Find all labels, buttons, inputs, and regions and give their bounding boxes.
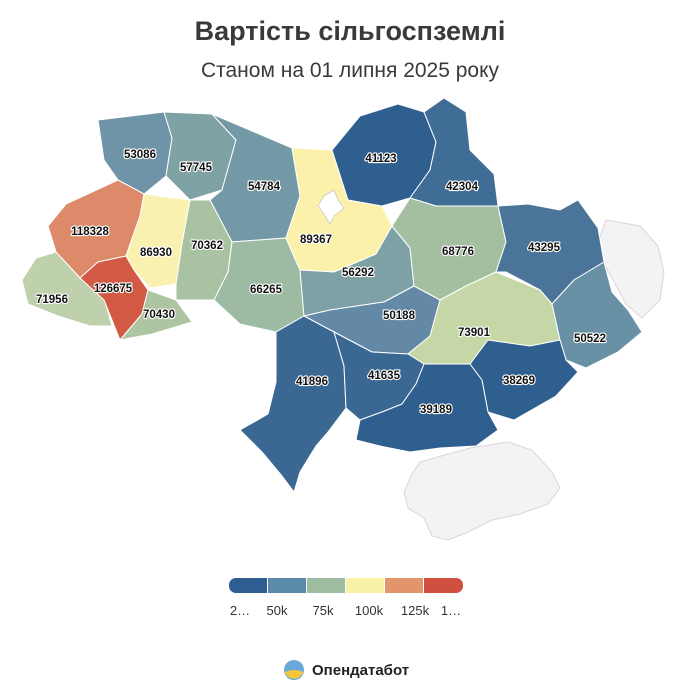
legend-segment [307,578,345,593]
legend-tick: 100k [354,603,384,618]
region-no-data-south [403,441,561,541]
region-kherson[interactable] [355,363,499,453]
brand: Опендатабот [283,659,409,681]
value-label: 41123 [365,153,396,165]
value-label: 41635 [368,370,401,382]
map-subtitle: Станом на 01 липня 2025 року [200,59,500,82]
value-label: 56292 [342,267,374,279]
legend-segment [424,578,463,593]
value-label: 39189 [420,404,452,416]
region-zakarpattia[interactable] [21,251,113,327]
value-label: 66265 [250,284,283,296]
legend-tick: 50k [266,603,288,618]
brand-logo-icon [284,660,304,680]
legend-segment [385,578,423,593]
value-label: 54784 [248,181,281,193]
color-legend [229,578,463,593]
value-label: 126675 [94,283,133,295]
value-label: 50188 [383,310,416,322]
value-label: 73901 [458,327,491,339]
value-label: 57745 [180,162,213,174]
value-label: 43295 [528,242,561,254]
value-label: 70430 [143,309,175,321]
value-label: 118328 [71,226,109,238]
map-title: Вартість сільгоспземлі [194,16,506,46]
value-label: 68776 [442,246,474,258]
legend-segment [268,578,306,593]
legend-tick: 2… [229,603,251,618]
legend-tick: 125k [400,603,430,618]
value-label: 71956 [36,294,68,306]
legend-segment [346,578,384,593]
region-chernivtsi[interactable] [119,289,193,341]
region-odesa[interactable] [239,315,347,493]
value-label: 42304 [446,181,479,193]
brand-name: Опендатабот [312,661,410,679]
kyiv-city-marker [317,189,345,225]
value-label: 89367 [300,234,332,246]
legend-segment [229,578,267,593]
value-label: 38269 [503,375,535,387]
value-label: 86930 [140,247,172,259]
value-label: 70362 [191,240,223,252]
value-label: 53086 [124,149,156,161]
value-label: 41896 [296,376,328,388]
legend-tick: 75k [312,603,334,618]
value-label: 50522 [574,333,606,345]
legend-tick: 1… [440,603,462,618]
